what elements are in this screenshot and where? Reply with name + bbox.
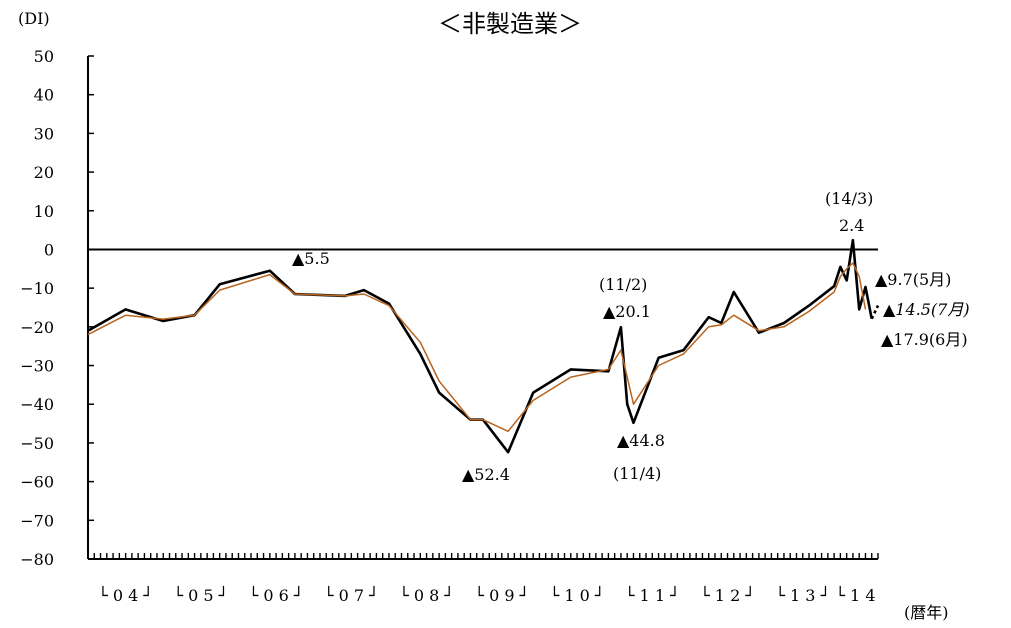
x-tick-label: └ 0 9 ┘ <box>474 585 529 605</box>
y-tick-label: −10 <box>20 279 54 298</box>
y-tick-label: 40 <box>34 86 54 105</box>
annotation-value: ▲44.8 <box>617 431 665 450</box>
y-tick-label: 20 <box>34 163 54 182</box>
x-tick-label: └ 1 4 <box>835 585 875 605</box>
annotations-group: ▲5.5 ▲52.4 ▲20.1 (11/2) ▲44.8 (11/4) 2.4 (14/3)… <box>292 189 970 484</box>
y-tick-label: 30 <box>34 124 54 143</box>
axes-group: 50 40 30 20 10 0 −10 −20 −30 −40 −50 −60 −70 −80 └ 0 4… <box>20 47 879 605</box>
x-tick-label: └ 0 6 ┘ <box>249 585 304 605</box>
series-line-orange <box>87 262 867 433</box>
series-group <box>87 238 880 454</box>
chart-title: ＜非製造業＞ <box>438 10 582 38</box>
y-axis-label: (DI) <box>18 9 50 28</box>
y-tick-label: −60 <box>20 473 54 492</box>
annotation-value: ▲20.1 <box>603 302 651 321</box>
y-tick-label: −70 <box>20 511 54 530</box>
series-forecast-segment <box>870 305 880 320</box>
x-tick-label: └ 0 5 ┘ <box>173 585 228 605</box>
y-tick-label: 10 <box>34 202 54 221</box>
annotation-date: (11/2) <box>599 275 647 294</box>
y-tick-label: −20 <box>20 318 54 337</box>
y-tick-label: −80 <box>20 550 54 569</box>
annotation-value: ▲5.5 <box>292 249 330 268</box>
y-tick-label: −40 <box>20 395 54 414</box>
annotation-value: ▲14.5(7月) <box>883 300 970 319</box>
y-tick-label: −50 <box>20 434 54 453</box>
annotation-value: ▲17.9(6月) <box>881 330 968 349</box>
x-axis-label: (暦年) <box>904 603 949 622</box>
y-tick-label: 50 <box>34 47 54 66</box>
x-tick-label: └ 1 0 ┘ <box>550 585 605 605</box>
y-tick-label: 0 <box>44 240 54 259</box>
annotation-value: 2.4 <box>839 216 864 235</box>
x-tick-label: └ 0 4 ┘ <box>98 585 153 605</box>
annotation-date: (11/4) <box>613 464 661 483</box>
annotation-date: (14/3) <box>825 189 873 208</box>
x-tick-label: └ 0 7 ┘ <box>324 585 379 605</box>
y-tick-label: −30 <box>20 357 54 376</box>
annotation-value: ▲52.4 <box>462 465 510 484</box>
annotation-value: ▲9.7(5月) <box>875 270 951 289</box>
x-tick-label: └ 1 3 ┘ <box>775 585 830 605</box>
x-tick-label: └ 1 1 ┘ <box>625 585 680 605</box>
x-tick-label: └ 0 8 ┘ <box>399 585 454 605</box>
x-tick-label: └ 1 2 ┘ <box>700 585 755 605</box>
